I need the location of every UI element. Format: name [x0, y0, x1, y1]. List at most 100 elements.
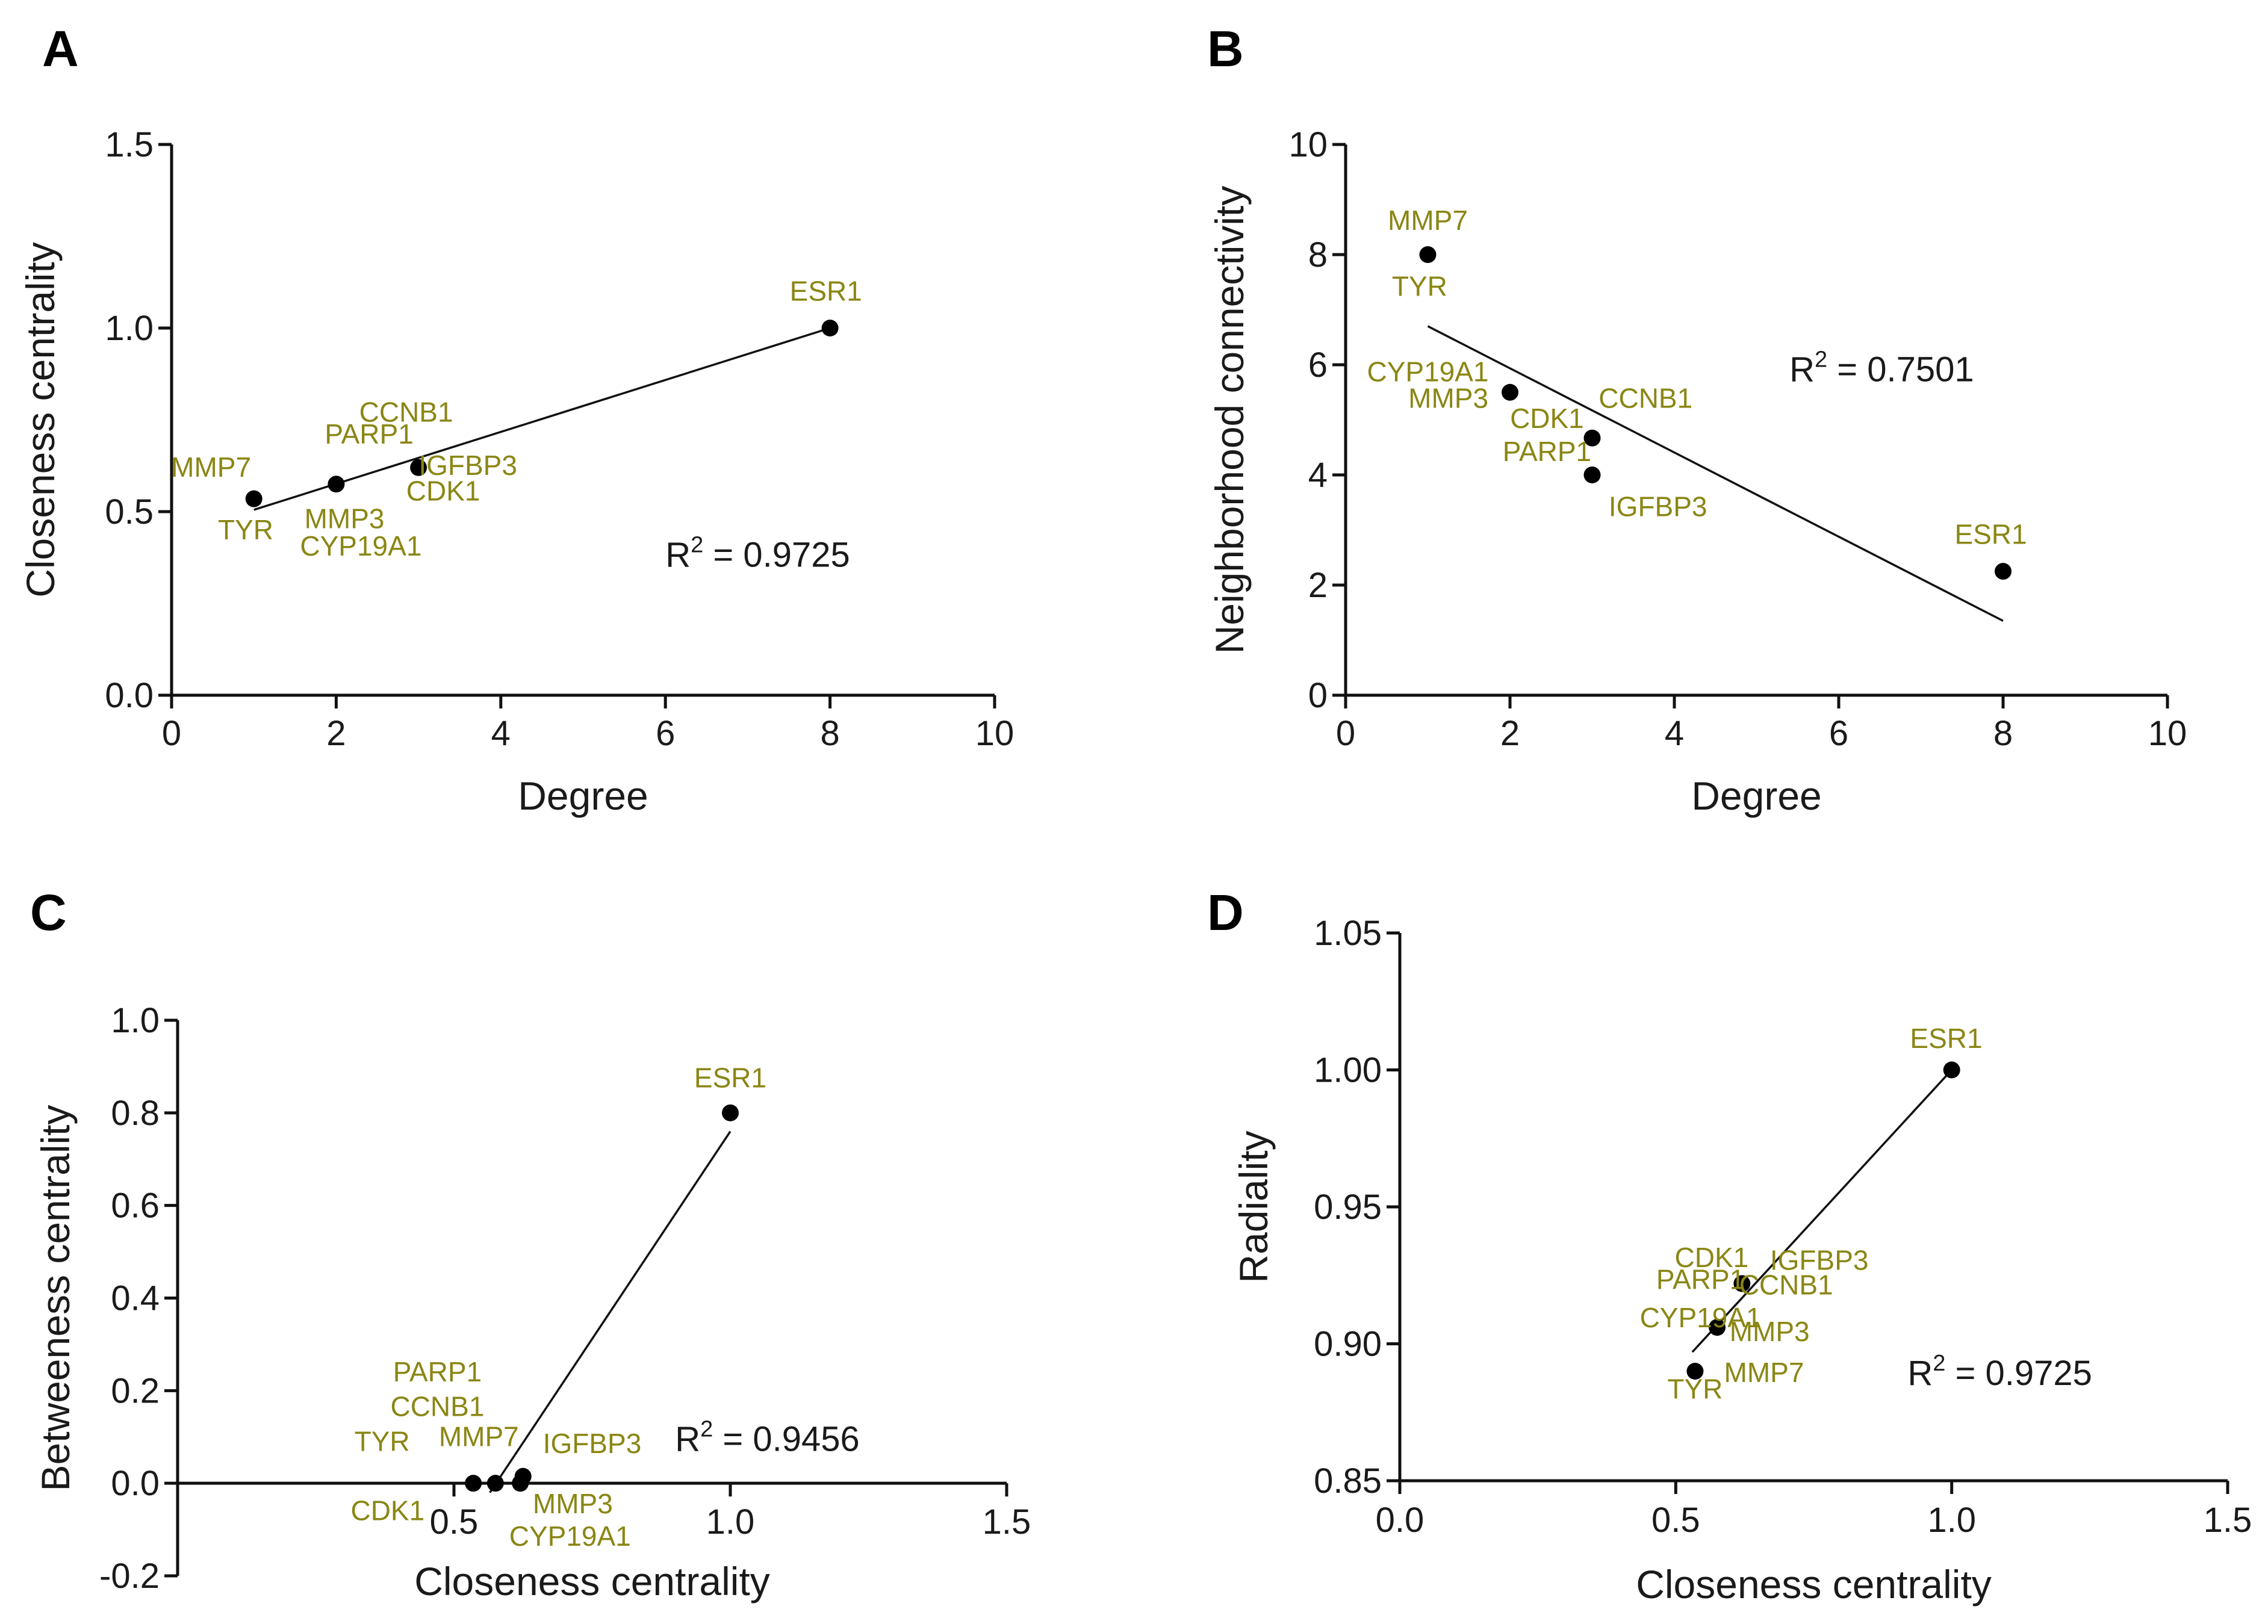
y-axis-title: Betweeness centrality	[33, 1105, 78, 1492]
r-squared-label: R2 = 0.9725	[1907, 1351, 2092, 1393]
y-tick-label: 0.85	[1314, 1461, 1382, 1501]
y-axis-title: Closeness centrality	[18, 242, 63, 598]
r-squared-value: = 0.9725	[1945, 1354, 2092, 1393]
data-point	[1686, 1363, 1704, 1380]
gene-label-esr1: ESR1	[694, 1062, 766, 1094]
gene-label-cdk1: CDK1	[406, 476, 480, 507]
r-squared-value: = 0.9456	[713, 1419, 860, 1458]
panel-letter: A	[42, 20, 79, 77]
x-tick-label: 0	[1336, 714, 1355, 753]
x-tick-label: 8	[820, 714, 839, 753]
x-tick-label: 2	[1500, 714, 1520, 753]
data-point	[1583, 466, 1601, 483]
panel-a: A 0 2 4 6 8 10 0.0 0.5 1.0 1.5 Degree Closeness cent…	[18, 20, 1014, 818]
y-tick-label: 0.8	[111, 1094, 160, 1133]
y-tick-label: -0.2	[99, 1557, 160, 1596]
gene-label-igfbp3: IGFBP3	[418, 450, 517, 481]
y-tick-label: 1.00	[1314, 1051, 1382, 1090]
gene-label-cyp19a1: CYP19A1	[509, 1520, 631, 1552]
gene-label-tyr: TYR	[1667, 1374, 1723, 1405]
y-tick-label: 1.0	[105, 309, 154, 348]
gene-label-ccnb1: CCNB1	[359, 397, 453, 428]
x-tick-label: 6	[656, 714, 675, 753]
gene-label-parp1: PARP1	[1503, 436, 1591, 467]
gene-label-cdk1: CDK1	[1510, 403, 1584, 434]
x-tick-label: 8	[1993, 714, 2013, 753]
x-axis-title: Closeness centrality	[1636, 1562, 1992, 1607]
x-tick-label: 2	[326, 714, 346, 753]
data-point	[245, 490, 263, 507]
panel-c: C 0.5 1.0 1.5 -0.2 0.0 0.2 0.4 0.6 0.8 1.0 Closenes…	[30, 884, 1031, 1604]
r-squared-base: R	[1789, 350, 1815, 389]
gene-label-mmp7: MMP7	[171, 451, 251, 483]
data-point	[821, 320, 839, 336]
gene-label-tyr: TYR	[355, 1425, 410, 1457]
data-point	[486, 1475, 504, 1492]
x-axis-title: Closeness centrality	[414, 1559, 770, 1604]
x-tick-label: 0.5	[430, 1502, 479, 1542]
x-tick-label: 4	[1665, 714, 1684, 753]
r-squared-sup: 2	[1815, 347, 1827, 372]
data-point	[1709, 1319, 1726, 1336]
data-point	[1943, 1061, 1960, 1079]
gene-label-mmp3: MMP3	[1730, 1316, 1810, 1347]
gene-label-mmp7: MMP7	[1388, 205, 1468, 236]
gene-label-mmp3: MMP3	[305, 503, 385, 534]
data-point	[1419, 246, 1437, 263]
y-tick-label: 1.5	[105, 125, 154, 164]
data-point	[722, 1104, 739, 1121]
data-point	[410, 459, 427, 476]
y-tick-label: 1.0	[111, 1001, 160, 1040]
x-axis-title: Degree	[518, 773, 648, 818]
x-tick-label: 4	[491, 714, 511, 753]
y-tick-label: 0.4	[111, 1279, 160, 1318]
y-tick-label: 0.2	[111, 1371, 160, 1410]
x-tick-label: 0.0	[1376, 1501, 1424, 1540]
regression-line	[1691, 1069, 1953, 1353]
x-axis-title: Degree	[1691, 773, 1821, 818]
regression-line	[253, 327, 831, 511]
gene-label-cyp19a1: CYP19A1	[1640, 1302, 1762, 1333]
y-tick-label: 0.90	[1314, 1325, 1382, 1364]
gene-label-ccnb1: CCNB1	[390, 1391, 484, 1422]
data-point	[1502, 383, 1518, 401]
x-tick-label: 1.0	[1927, 1501, 1976, 1540]
y-tick-label: 8	[1308, 235, 1328, 274]
data-point	[514, 1467, 532, 1485]
regression-line	[489, 1130, 732, 1493]
gene-label-mmp3: MMP3	[1408, 382, 1488, 414]
gene-label-cdk1: CDK1	[1675, 1242, 1749, 1273]
data-point	[328, 476, 345, 493]
x-tick-label: 1.0	[706, 1502, 755, 1542]
x-tick-label: 1.5	[2204, 1501, 2252, 1540]
gene-label-tyr: TYR	[218, 514, 273, 545]
x-tick-label: 0.5	[1651, 1501, 1700, 1540]
r-squared-sup: 2	[1933, 1351, 1945, 1376]
r-squared-base: R	[675, 1419, 700, 1458]
gene-label-ccnb1: CCNB1	[1739, 1269, 1833, 1301]
y-tick-label: 10	[1288, 125, 1328, 164]
panel-letter: B	[1207, 20, 1244, 77]
y-tick-label: 0.6	[111, 1186, 160, 1226]
gene-label-igfbp3: IGFBP3	[543, 1428, 642, 1459]
r-squared-sup: 2	[700, 1416, 713, 1442]
gene-label-parp1: PARP1	[393, 1356, 482, 1387]
y-axis-title: Neighborhood connectivity	[1207, 186, 1252, 654]
r-squared-label: R2 = 0.7501	[1789, 347, 1974, 389]
gene-label-parp1: PARP1	[325, 418, 413, 450]
x-tick-label: 1.5	[983, 1502, 1031, 1542]
gene-label-cyp19a1: CYP19A1	[1367, 356, 1488, 387]
regression-line	[1427, 325, 2004, 622]
gene-label-ccnb1: CCNB1	[1598, 382, 1692, 414]
r-squared-value: = 0.7501	[1827, 350, 1974, 389]
gene-label-parp1: PARP1	[1656, 1264, 1745, 1295]
x-tick-label: 6	[1829, 714, 1848, 753]
gene-label-esr1: ESR1	[1954, 518, 2027, 550]
y-tick-label: 4	[1308, 456, 1328, 495]
x-tick-label: 10	[975, 714, 1014, 753]
gene-label-cyp19a1: CYP19A1	[300, 530, 421, 562]
gene-label-mmp3: MMP3	[533, 1488, 613, 1519]
x-tick-label: 0	[162, 714, 181, 753]
y-tick-label: 6	[1308, 346, 1328, 385]
panel-b: B 0 2 4 6 8 10 0 2 4 6 8 10 Degree Neighborhood connec…	[1207, 20, 2187, 818]
